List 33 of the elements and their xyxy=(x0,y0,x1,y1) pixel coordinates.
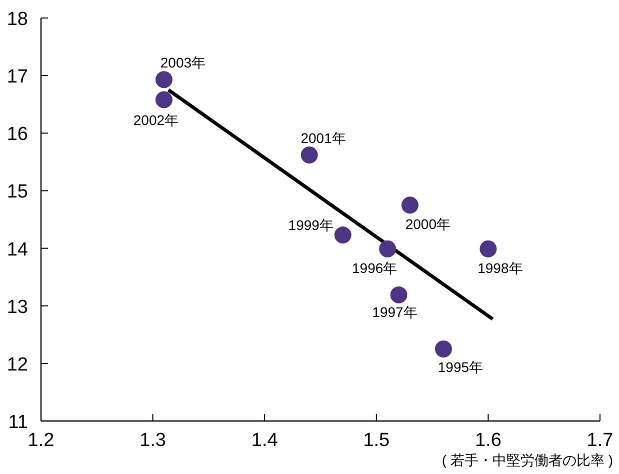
x-tick-label: 1.5 xyxy=(363,430,390,451)
y-tick-label: 14 xyxy=(6,239,28,260)
y-tick-label: 18 xyxy=(6,9,28,30)
point xyxy=(480,240,497,258)
annotation: 2003年 xyxy=(160,54,206,71)
annotation: 1996年 xyxy=(352,260,398,276)
x-tick-label: 1.3 xyxy=(140,430,166,451)
point xyxy=(155,71,172,88)
point xyxy=(401,196,418,214)
annotation: 2000年 xyxy=(405,216,451,232)
x-axis-title: ( 若手・中堅労働者の比率 ) xyxy=(442,452,613,468)
point xyxy=(379,240,396,258)
y-tick-label: 16 xyxy=(6,124,28,146)
x-tick-label: 1.2 xyxy=(28,430,54,451)
x-tick-label: 1.4 xyxy=(251,430,278,451)
y-tick-label: 17 xyxy=(6,66,28,88)
point xyxy=(155,91,172,108)
x-tick-label: 1.6 xyxy=(474,430,502,451)
point xyxy=(334,226,352,244)
annotation: 1999年 xyxy=(288,217,334,234)
y-tick-label: 12 xyxy=(6,354,28,376)
y-tick-label: 11 xyxy=(8,412,28,433)
annotation: 1998年 xyxy=(478,260,523,276)
point xyxy=(390,286,408,304)
x-tick-label: 1.7 xyxy=(586,430,614,451)
annotation: 1997年 xyxy=(372,304,418,320)
point xyxy=(434,340,452,358)
y-tick-label: 13 xyxy=(6,296,28,318)
annotation: 2002年 xyxy=(133,112,179,128)
y-tick-label: 15 xyxy=(6,182,28,203)
point xyxy=(300,146,318,164)
annotation: 1995年 xyxy=(438,359,484,376)
annotation: 2001年 xyxy=(300,130,346,146)
